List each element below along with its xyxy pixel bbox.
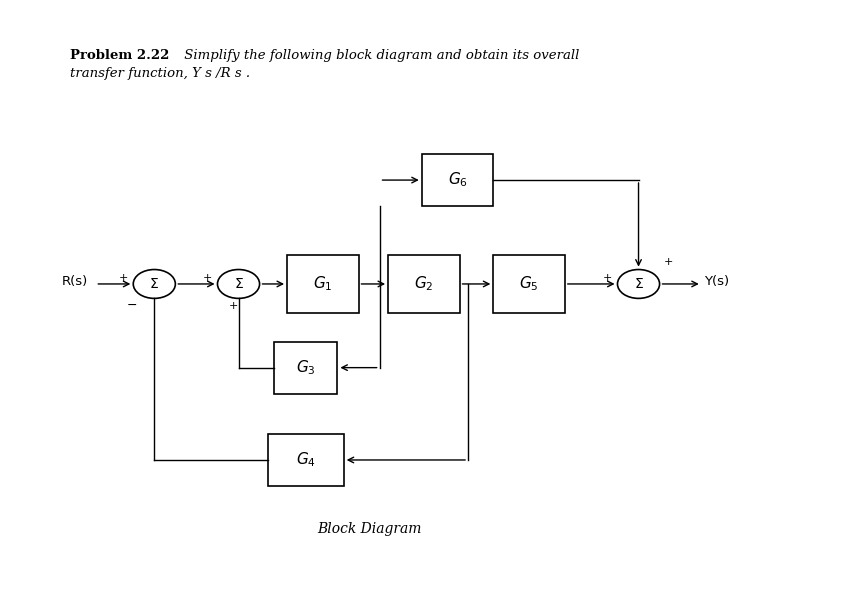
Text: $G_5$: $G_5$: [520, 275, 538, 293]
Text: −: −: [127, 300, 137, 313]
Text: +: +: [203, 273, 212, 283]
Bar: [493, 255, 565, 313]
Text: R(s): R(s): [62, 275, 88, 288]
Text: Problem 2.22: Problem 2.22: [70, 50, 169, 63]
Text: Σ: Σ: [150, 277, 158, 291]
Text: $G_6$: $G_6$: [448, 171, 467, 190]
Bar: [274, 342, 337, 394]
Bar: [388, 255, 460, 313]
Text: $G_1$: $G_1$: [313, 275, 332, 293]
Text: $G_2$: $G_2$: [414, 275, 433, 293]
Text: $G_3$: $G_3$: [296, 358, 316, 377]
Bar: [268, 434, 344, 486]
Text: +: +: [118, 273, 128, 283]
Text: $G_4$: $G_4$: [296, 450, 316, 469]
Text: Simplify the following block diagram and obtain its overall: Simplify the following block diagram and…: [180, 50, 579, 63]
Bar: [422, 154, 493, 206]
Text: Σ: Σ: [235, 277, 243, 291]
Text: +: +: [229, 301, 238, 311]
Text: Y(s): Y(s): [704, 275, 729, 288]
Bar: [287, 255, 359, 313]
Text: transfer function, Y s /R s .: transfer function, Y s /R s .: [70, 67, 250, 80]
Text: Σ: Σ: [634, 277, 643, 291]
Text: +: +: [603, 273, 612, 283]
Text: +: +: [663, 257, 673, 267]
Text: Block Diagram: Block Diagram: [317, 522, 421, 536]
